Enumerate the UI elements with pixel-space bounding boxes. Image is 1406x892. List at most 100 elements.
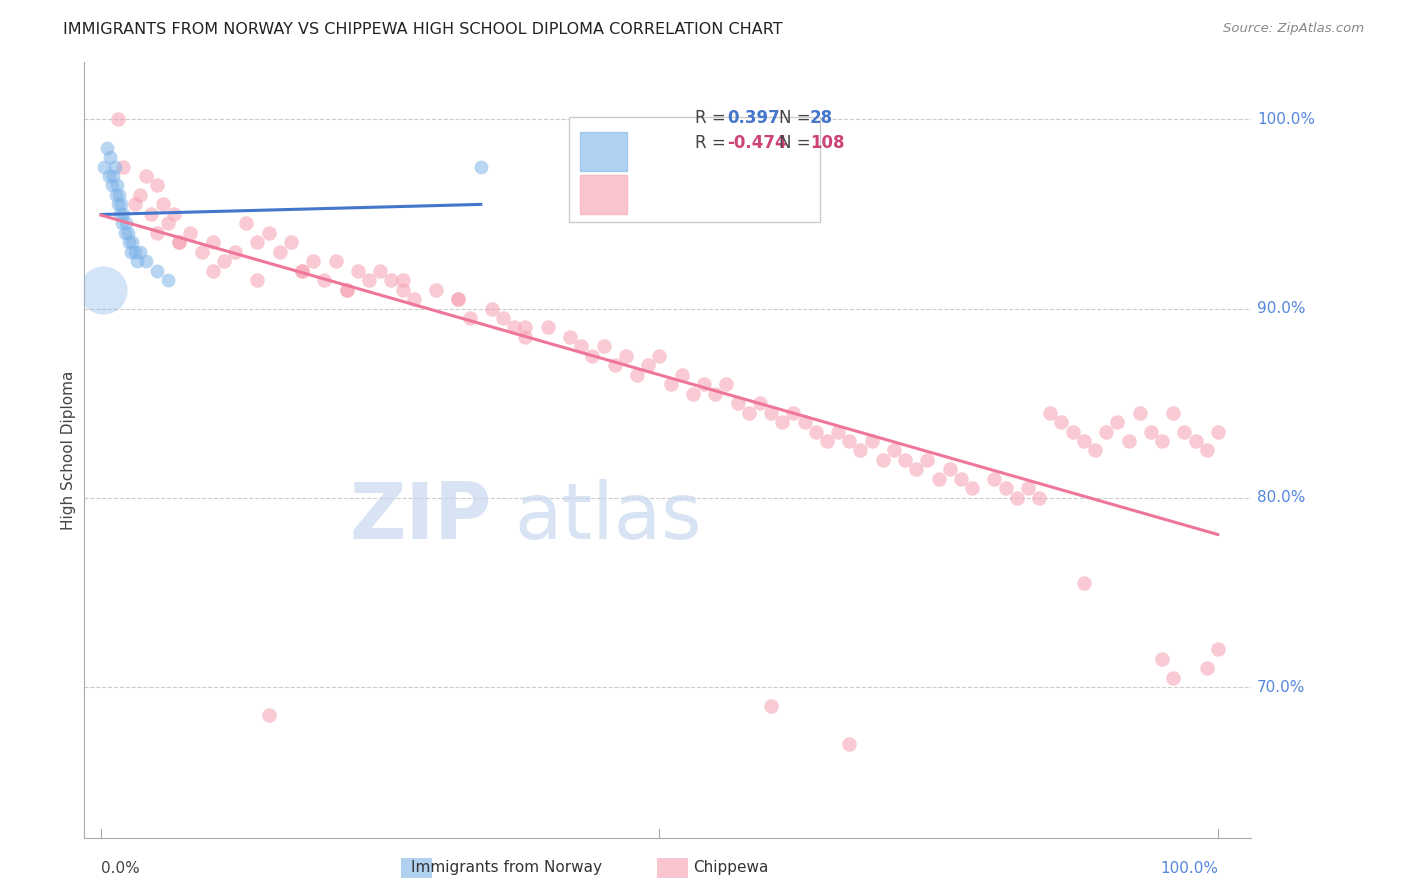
Point [336,283,359,297]
Point [537,320,560,334]
Text: 80.0%: 80.0% [1257,491,1305,505]
Point [492,310,515,325]
Point [838,737,860,751]
Text: N =: N = [779,109,810,127]
Point [104,188,127,202]
Point [515,330,537,344]
Point [114,226,136,240]
Point [125,254,148,268]
Point [1184,434,1206,448]
Point [603,359,626,373]
Point [302,254,325,268]
Point [169,235,191,250]
Point [124,197,146,211]
Text: 70.0%: 70.0% [1257,680,1305,695]
Point [108,207,131,221]
FancyBboxPatch shape [581,132,627,171]
Point [894,453,917,467]
Point [804,425,827,439]
Point [503,320,526,334]
Point [103,169,125,183]
Point [827,425,849,439]
Point [179,226,201,240]
Text: N =: N = [779,134,810,152]
Point [447,292,470,306]
Point [347,263,370,277]
Point [146,263,169,277]
Point [960,481,983,495]
Point [849,443,872,458]
Point [146,178,169,193]
Point [1017,481,1039,495]
Point [738,406,761,420]
Point [118,235,141,250]
Point [759,698,782,713]
Point [1073,434,1095,448]
FancyBboxPatch shape [581,175,627,214]
Point [112,207,135,221]
Point [141,207,163,221]
Point [110,197,132,211]
Point [121,235,143,250]
Point [391,273,413,287]
Point [120,244,142,259]
Point [637,359,659,373]
Text: 0.0%: 0.0% [101,861,139,876]
Point [425,283,447,297]
Point [157,216,180,230]
Point [581,349,603,363]
Point [759,406,782,420]
Text: atlas: atlas [515,479,702,555]
Point [163,207,186,221]
Point [770,415,793,429]
Point [1206,642,1229,657]
Point [994,481,1017,495]
Point [157,273,180,287]
Point [1062,425,1084,439]
Point [693,377,716,392]
Point [1161,406,1184,420]
Point [391,283,413,297]
Point [626,368,648,382]
Point [872,453,894,467]
Point [269,244,291,259]
Point [815,434,838,448]
Point [368,263,391,277]
Point [939,462,962,476]
Point [917,453,939,467]
Point [108,188,131,202]
Point [336,283,359,297]
Point [201,235,224,250]
Point [983,472,1005,486]
Point [124,244,146,259]
Point [569,339,592,353]
Y-axis label: High School Diploma: High School Diploma [60,371,76,530]
Point [325,254,347,268]
Point [1095,425,1118,439]
Point [648,349,671,363]
Point [1005,491,1028,505]
Text: -0.474: -0.474 [727,134,786,152]
Point [169,235,191,250]
Point [257,708,280,723]
FancyBboxPatch shape [568,117,820,221]
Text: Chippewa: Chippewa [693,860,769,874]
Point [1107,415,1129,429]
Point [883,443,905,458]
Point [291,263,314,277]
Point [212,254,235,268]
Point [838,434,860,448]
Point [1195,443,1218,458]
Point [135,254,157,268]
Point [1206,425,1229,439]
Point [727,396,749,410]
Point [291,263,314,277]
Text: ZIP: ZIP [350,479,492,555]
Point [146,226,169,240]
Point [93,160,115,174]
Text: 100.0%: 100.0% [1160,861,1218,876]
Point [481,301,503,316]
Point [107,112,129,127]
Point [949,472,972,486]
Point [1028,491,1050,505]
